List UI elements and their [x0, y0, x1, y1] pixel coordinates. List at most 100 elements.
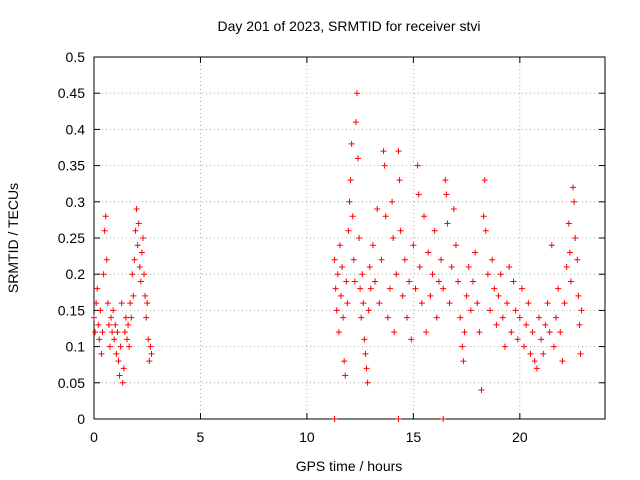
data-point: [476, 329, 483, 336]
data-point: [389, 198, 396, 205]
data-point: [487, 307, 494, 314]
y-tick-label: 0.05: [58, 375, 85, 391]
data-point: [364, 379, 371, 386]
data-point: [567, 278, 574, 285]
data-point: [506, 263, 513, 270]
data-point: [550, 343, 557, 350]
data-point: [105, 321, 112, 328]
data-point: [442, 177, 449, 184]
data-point: [431, 227, 438, 234]
data-point: [538, 336, 545, 343]
data-point: [356, 235, 363, 241]
data-point: [546, 329, 553, 336]
data-point: [148, 350, 155, 357]
data-point: [446, 300, 453, 307]
data-point: [416, 263, 423, 270]
y-tick-label: 0.4: [66, 121, 86, 137]
data-point: [136, 263, 143, 270]
data-point: [381, 162, 388, 169]
data-point: [110, 307, 117, 314]
data-point: [393, 271, 400, 278]
data-point: [527, 350, 534, 357]
data-point: [443, 191, 450, 198]
data-point: [336, 242, 343, 249]
data-point: [382, 213, 389, 220]
data-point: [561, 300, 568, 307]
data-point: [101, 227, 108, 234]
data-point: [146, 358, 153, 365]
data-point: [95, 321, 102, 328]
data-point: [576, 321, 583, 328]
y-axis-label: SRMTID / TECUs: [5, 183, 21, 293]
data-point: [376, 300, 383, 307]
data-point: [334, 271, 341, 278]
data-point: [360, 300, 367, 307]
data-point: [351, 278, 358, 285]
data-point: [102, 213, 109, 220]
data-point: [533, 365, 540, 372]
data-point: [332, 285, 339, 292]
data-point: [122, 314, 129, 321]
data-point: [415, 191, 422, 198]
data-point: [570, 184, 577, 191]
data-point: [91, 314, 97, 321]
data-point: [457, 314, 464, 321]
data-point: [331, 416, 338, 422]
data-point: [469, 278, 476, 285]
x-tick-label: 5: [197, 429, 205, 445]
data-point: [429, 271, 436, 278]
data-point: [535, 314, 542, 321]
data-point: [574, 256, 581, 263]
data-point: [333, 307, 340, 314]
data-point: [124, 336, 131, 343]
data-point: [433, 314, 440, 321]
data-point: [363, 365, 370, 372]
data-point: [401, 256, 408, 263]
data-point: [540, 350, 547, 357]
data-point: [435, 278, 442, 285]
data-point: [339, 263, 346, 270]
data-point: [481, 177, 488, 184]
data-point: [121, 329, 128, 336]
data-point: [575, 292, 582, 299]
data-point: [396, 177, 403, 184]
data-point: [120, 365, 127, 372]
data-point: [495, 292, 502, 299]
y-tick-label: 0.15: [58, 302, 85, 318]
data-point: [348, 140, 355, 147]
data-point: [100, 271, 107, 278]
data-point: [112, 321, 119, 328]
data-point: [346, 198, 353, 205]
data-point: [508, 329, 515, 336]
data-point: [347, 177, 354, 184]
data-point: [438, 256, 445, 263]
data-point: [111, 336, 118, 343]
data-point: [512, 307, 519, 314]
y-tick-label: 0.5: [66, 49, 86, 65]
data-point: [94, 285, 101, 292]
data-point: [493, 321, 500, 328]
data-point: [335, 329, 342, 336]
data-point: [345, 227, 352, 234]
data-point: [474, 300, 481, 307]
data-point: [563, 263, 570, 270]
data-point: [450, 206, 457, 213]
data-point: [386, 285, 393, 292]
data-point: [372, 278, 379, 285]
data-point: [514, 336, 521, 343]
data-point: [144, 300, 151, 307]
data-point: [414, 162, 421, 169]
data-point: [489, 256, 496, 263]
y-tick-label: 0.25: [58, 230, 85, 246]
data-point: [529, 329, 536, 336]
data-point: [461, 329, 468, 336]
data-point: [331, 256, 338, 263]
data-point: [578, 307, 585, 314]
data-point: [577, 350, 584, 357]
data-point: [366, 263, 373, 270]
data-point: [106, 343, 113, 350]
x-tick-label: 20: [512, 429, 528, 445]
data-point: [129, 271, 136, 278]
data-point: [113, 350, 120, 357]
